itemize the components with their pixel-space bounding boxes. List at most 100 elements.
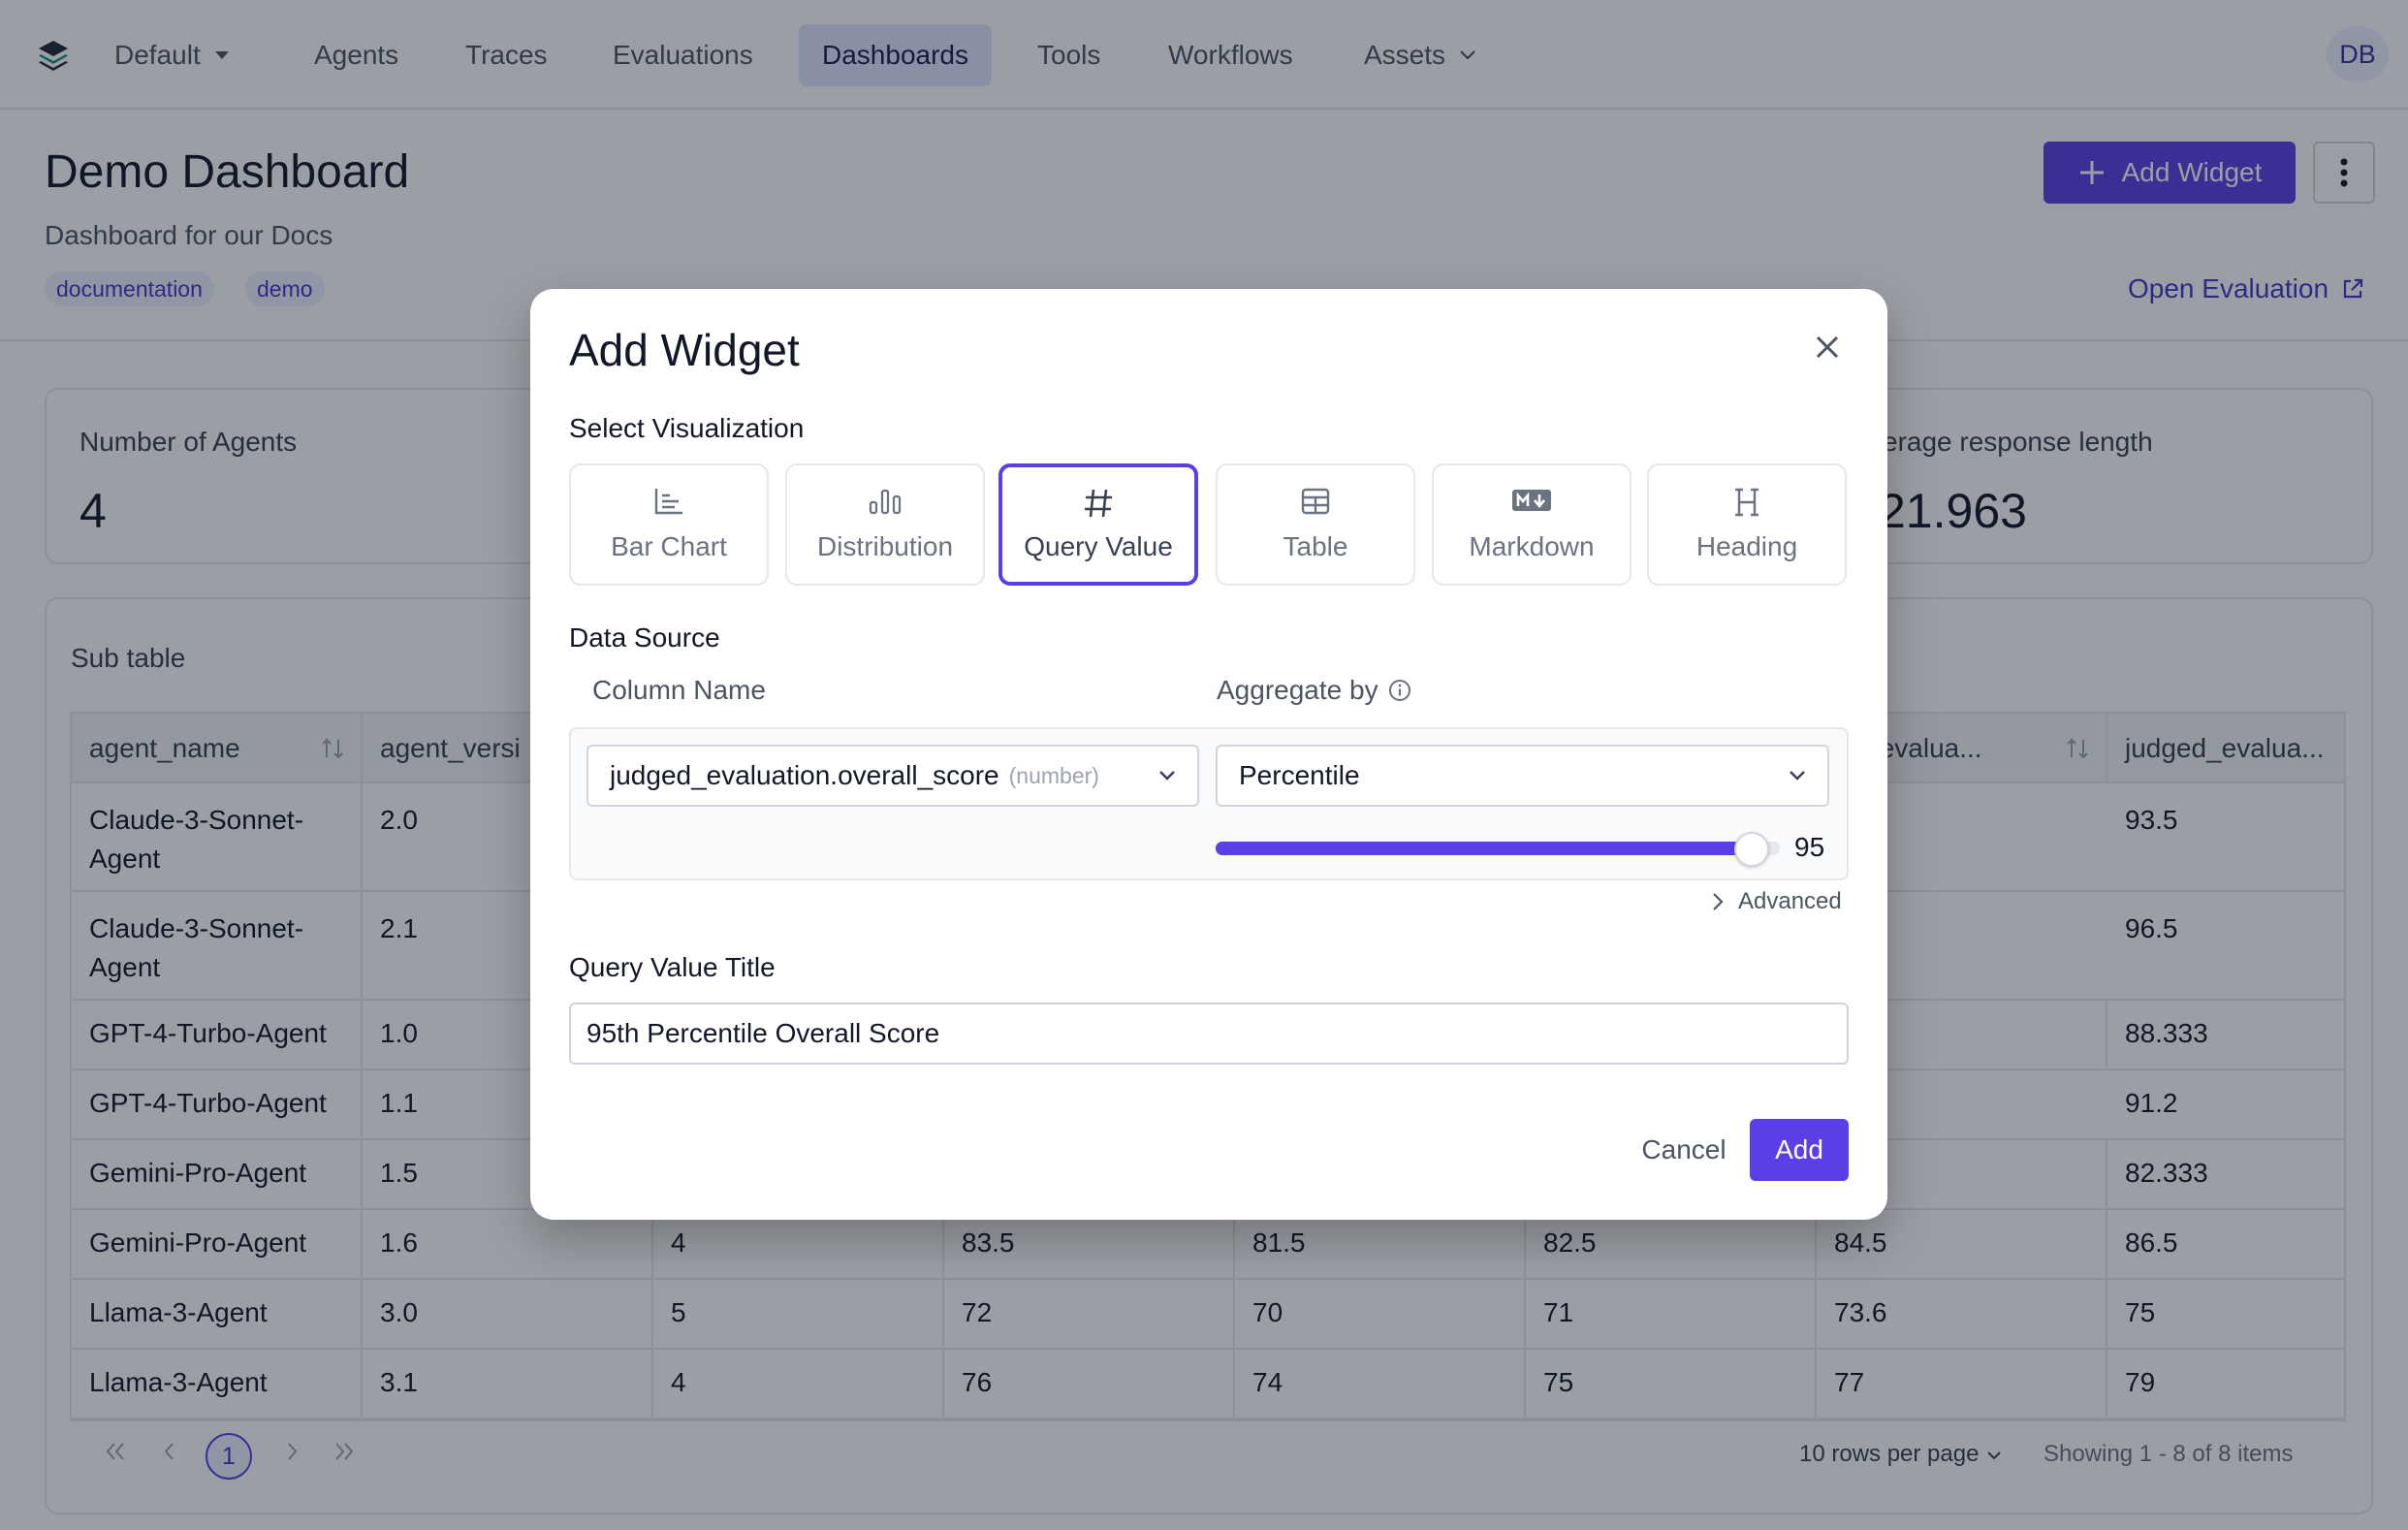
nav-item-assets-label: Assets <box>1364 40 1446 70</box>
info-icon[interactable] <box>1388 679 1411 702</box>
table-cell: 71 <box>1526 1280 1817 1348</box>
table-cell: 72 <box>944 1280 1235 1348</box>
table-cell: 96.5 <box>2125 913 2178 943</box>
table-cell: 86.5 <box>2125 1227 2178 1258</box>
plus-icon <box>2079 161 2104 184</box>
nav-item-tools[interactable]: Tools <box>1037 40 1101 70</box>
data-table: agent_name agent_versi ed_evalua... judg… <box>70 712 2346 1421</box>
column-name-select[interactable]: judged_evaluation.overall_score (number) <box>586 745 1199 807</box>
first-page-icon[interactable] <box>103 1439 128 1464</box>
table-cell: Claude-3-Sonnet-Agent <box>72 892 363 999</box>
nav-item-agents[interactable]: Agents <box>314 40 399 70</box>
viz-option-bar-chart[interactable]: Bar Chart <box>569 463 769 586</box>
distribution-icon <box>869 489 902 515</box>
table-row[interactable]: Llama-3-Agent 3.0 5 72 70 71 73.6 75 <box>72 1280 2344 1350</box>
table-cell: 70 <box>1235 1280 1526 1348</box>
advanced-toggle[interactable]: Advanced <box>1711 888 1842 915</box>
column-header-agent-name[interactable]: agent_name <box>72 714 363 783</box>
viz-option-heading[interactable]: Heading <box>1647 463 1847 586</box>
cancel-button[interactable]: Cancel <box>1641 1134 1727 1164</box>
table-cell: GPT-4-Turbo-Agent <box>72 1001 363 1068</box>
table-cell: Claude-3-Sonnet-Agent <box>72 783 363 890</box>
table-cell: 81.5 <box>1235 1210 1526 1278</box>
table-cell: Llama-3-Agent <box>72 1350 363 1418</box>
table-cell: 73.6 <box>1817 1280 2107 1348</box>
add-widget-label: Add Widget <box>2121 157 2263 187</box>
table-cell: 1.6 <box>363 1210 653 1278</box>
external-link-icon <box>2343 278 2363 299</box>
table-cell: 79 <box>2125 1367 2156 1397</box>
sort-icon[interactable] <box>320 737 345 760</box>
user-avatar[interactable]: DB <box>2327 26 2389 82</box>
dialog-title: Add Widget <box>569 325 800 375</box>
table-cell: 3.0 <box>363 1280 653 1348</box>
table-icon <box>1301 488 1330 515</box>
stat-card-label: erage response length <box>1883 427 2153 457</box>
viz-option-label: Distribution <box>816 531 954 561</box>
table-row[interactable]: Gemini-Pro-Agent 1.6 4 83.5 81.5 82.5 84… <box>72 1210 2344 1280</box>
table-cell: 75 <box>1526 1350 1817 1418</box>
workspace-selector[interactable]: Default <box>91 24 253 86</box>
page-description: Dashboard for our Docs <box>45 220 333 250</box>
bar-chart-icon <box>654 489 682 515</box>
markdown-icon <box>1512 490 1551 511</box>
chevron-down-icon <box>1460 50 1475 60</box>
stat-card-value: 21.963 <box>1879 484 2027 538</box>
percentile-slider[interactable] <box>1216 832 1780 867</box>
open-evaluation-link[interactable]: Open Evaluation <box>2128 273 2365 304</box>
more-options-button[interactable] <box>2313 142 2375 204</box>
tag-demo[interactable]: demo <box>245 271 325 306</box>
table-cell: Gemini-Pro-Agent <box>72 1210 363 1278</box>
table-cell: 88.333 <box>2125 1018 2208 1048</box>
query-value-title-input[interactable] <box>569 1003 1849 1065</box>
query-value-title-label: Query Value Title <box>569 952 776 982</box>
rows-per-page-select[interactable]: 10 rows per page <box>1799 1441 2003 1468</box>
sort-icon[interactable] <box>2065 737 2090 760</box>
logo-icon[interactable] <box>37 39 70 72</box>
data-source-label: Data Source <box>569 622 720 653</box>
aggregate-by-label: Aggregate by <box>1217 675 1378 705</box>
open-evaluation-label: Open Evaluation <box>2128 273 2329 303</box>
nav-item-evaluations[interactable]: Evaluations <box>613 40 753 70</box>
aggregate-by-select[interactable]: Percentile <box>1216 745 1829 807</box>
table-cell: 4 <box>653 1210 944 1278</box>
table-cell: 77 <box>1817 1350 2107 1418</box>
rows-per-page-label: 10 rows per page <box>1799 1441 1980 1467</box>
column-header-judged-evaluation-8[interactable]: judged_evalua... <box>2107 714 2344 783</box>
previous-page-icon[interactable] <box>157 1439 182 1464</box>
chevron-down-icon <box>1790 771 1805 781</box>
table-cell: Gemini-Pro-Agent <box>72 1140 363 1208</box>
percentile-value: 95 <box>1794 832 1825 862</box>
chevron-right-icon <box>1713 893 1724 910</box>
percentile-slider-thumb[interactable] <box>1733 832 1769 867</box>
viz-option-distribution[interactable]: Distribution <box>785 463 985 586</box>
table-cell: Llama-3-Agent <box>72 1280 363 1348</box>
last-page-icon[interactable] <box>332 1439 357 1464</box>
viz-option-label: Query Value <box>1024 531 1173 561</box>
next-page-icon[interactable] <box>279 1439 304 1464</box>
tag-documentation[interactable]: documentation <box>45 271 214 306</box>
table-cell: 4 <box>653 1350 944 1418</box>
close-icon[interactable] <box>1808 328 1847 367</box>
add-button[interactable]: Add <box>1750 1119 1849 1181</box>
column-name-value: judged_evaluation.overall_score <box>610 760 999 790</box>
nav-item-assets[interactable]: Assets <box>1341 24 1500 86</box>
table-cell: 82.5 <box>1526 1210 1817 1278</box>
viz-option-label: Bar Chart <box>611 531 727 561</box>
nav-item-dashboards[interactable]: Dashboards <box>799 24 992 86</box>
chevron-down-icon <box>1159 771 1175 781</box>
aggregate-by-value: Percentile <box>1239 760 1360 790</box>
nav-item-workflows[interactable]: Workflows <box>1168 40 1293 70</box>
table-cell: 5 <box>653 1280 944 1348</box>
table-cell: 91.2 <box>2125 1088 2178 1118</box>
viz-option-markdown[interactable]: Markdown <box>1432 463 1632 586</box>
page-1-button[interactable]: 1 <box>206 1433 252 1480</box>
viz-option-table[interactable]: Table <box>1216 463 1415 586</box>
table-row[interactable]: Llama-3-Agent 3.1 4 76 74 75 77 79 <box>72 1350 2344 1419</box>
select-visualization-label: Select Visualization <box>569 413 805 443</box>
chevron-down-icon <box>1987 1451 2001 1460</box>
aggregate-by-label-group: Aggregate by <box>1217 675 1411 706</box>
nav-item-traces[interactable]: Traces <box>465 40 548 70</box>
viz-option-query-value[interactable]: Query Value <box>998 463 1198 586</box>
add-widget-button[interactable]: Add Widget <box>2044 142 2296 204</box>
